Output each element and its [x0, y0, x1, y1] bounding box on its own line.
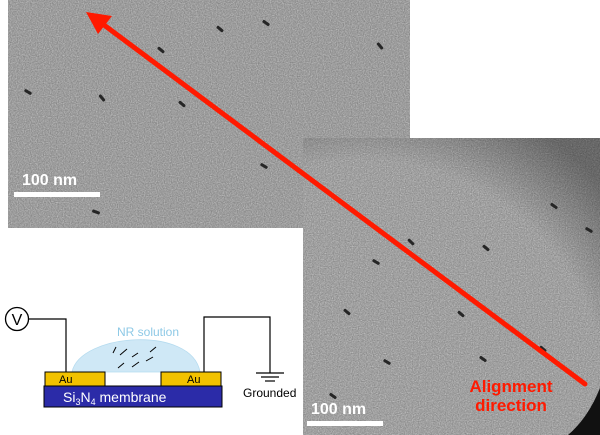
wire-right: [203, 316, 271, 375]
membrane: [43, 385, 223, 408]
solution-droplet: [71, 339, 201, 373]
electrode-left: [44, 371, 106, 387]
grid-edge: [568, 388, 600, 435]
voltage-source-icon: [4, 306, 30, 332]
electrode-left-label: Au: [59, 374, 72, 386]
voltage-symbol: V: [12, 312, 23, 329]
nanorod-speck: [329, 392, 337, 400]
alignment-label-line1: Alignment: [469, 377, 553, 396]
membrane-label: Si3N4 membrane: [63, 389, 167, 407]
nanorods: [112, 346, 157, 369]
electrode-right-label: Au: [187, 374, 200, 386]
ground-label: Grounded: [243, 386, 296, 400]
wire-left: [29, 318, 67, 375]
device-schematic: V NR solution Au: [0, 295, 305, 415]
alignment-direction-label: Alignment direction: [452, 377, 570, 415]
alignment-label-line2: direction: [475, 396, 547, 415]
nanorod-speck: [24, 89, 32, 95]
solution-label: NR solution: [117, 325, 179, 339]
